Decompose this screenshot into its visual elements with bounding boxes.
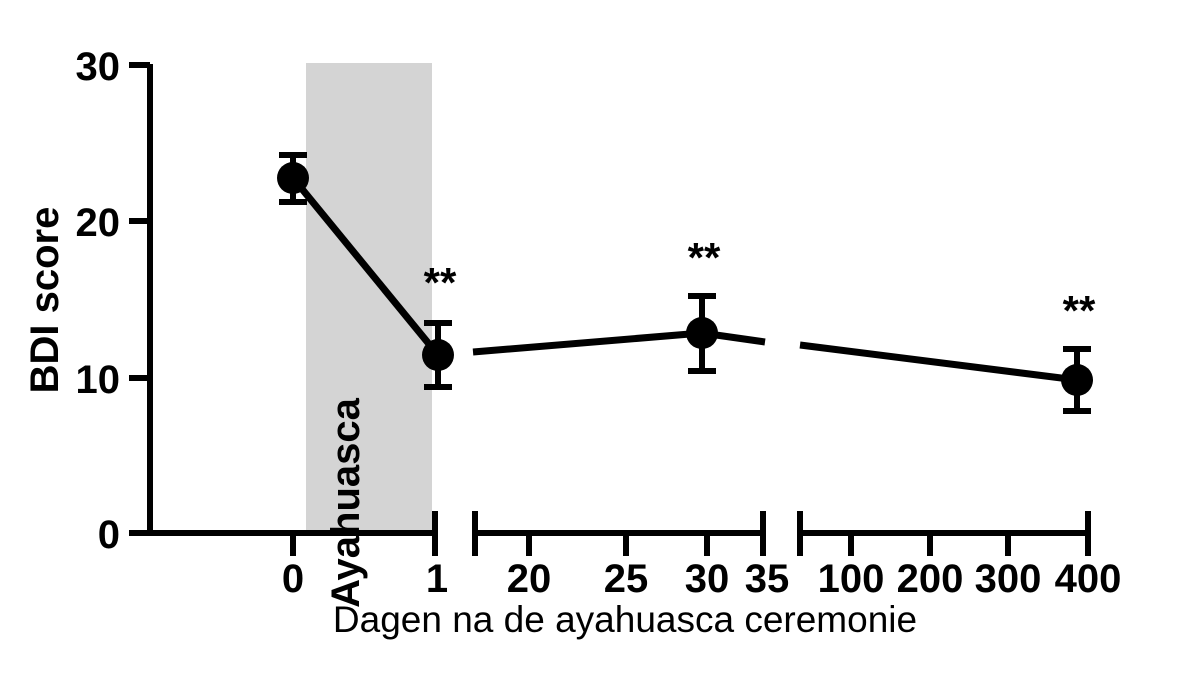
x-tick-label-100: 100 (818, 557, 885, 601)
data-marker-2 (422, 339, 454, 371)
y-axis-title: BDI score (23, 207, 67, 394)
x-tick-label-400: 400 (1055, 557, 1122, 601)
x-tick-label-1: 1 (426, 557, 448, 601)
significance-marker-3: ** (688, 234, 721, 281)
x-tick-label-0: 0 (282, 557, 304, 601)
y-tick-label-10: 10 (76, 358, 121, 402)
x-tick-label-20: 20 (507, 557, 552, 601)
x-tick-label-35: 35 (745, 557, 790, 601)
data-point-group-1 (277, 152, 309, 205)
ayahuasca-shaded-region (306, 63, 432, 533)
data-marker-1 (277, 162, 309, 194)
data-marker-4 (1061, 364, 1093, 396)
x-tick-label-300: 300 (975, 557, 1042, 601)
x-tick-label-200: 200 (897, 557, 964, 601)
x-tick-label-25: 25 (604, 557, 649, 601)
data-point-group-3: ** (686, 234, 721, 374)
significance-marker-2: ** (424, 259, 457, 306)
data-line-segment-5 (799, 341, 1078, 384)
y-tick-label-20: 20 (76, 201, 121, 245)
x-tick-label-30: 30 (685, 557, 730, 601)
y-tick-label-30: 30 (76, 45, 121, 89)
data-marker-3 (686, 317, 718, 349)
data-point-group-2: ** (422, 259, 457, 390)
data-line-segment-3 (472, 329, 703, 356)
significance-marker-4: ** (1063, 287, 1096, 334)
y-tick-label-0: 0 (98, 513, 120, 557)
data-line-segment-1 (290, 175, 441, 358)
ayahuasca-band-label: Ayahuasca (324, 397, 368, 608)
x-axis-title: Dagen na de ayahuasca ceremonie (333, 599, 917, 640)
data-point-group-4: ** (1061, 287, 1096, 414)
